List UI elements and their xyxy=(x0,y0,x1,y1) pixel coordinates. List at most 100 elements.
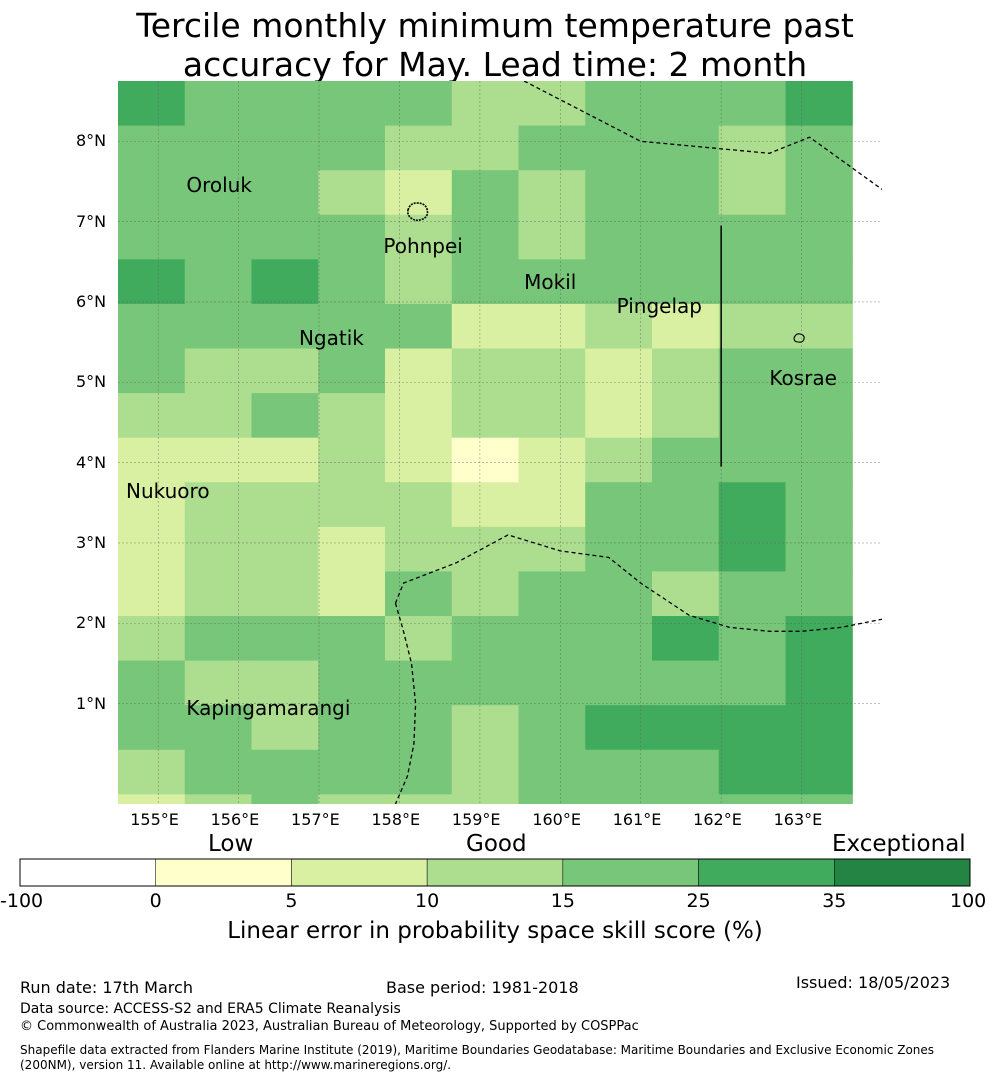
place-label: Ngatik xyxy=(298,326,364,351)
skill-cell xyxy=(451,81,520,127)
skill-cell xyxy=(318,170,386,216)
skill-cell xyxy=(318,660,386,706)
skill-cell xyxy=(585,348,653,394)
skill-cell xyxy=(718,170,787,216)
skill-cell xyxy=(585,705,653,751)
skill-cell xyxy=(518,749,586,795)
skill-cell xyxy=(451,259,520,305)
skill-cell xyxy=(318,437,386,483)
skill-cell xyxy=(385,526,453,573)
colorbar-segment xyxy=(698,858,835,887)
skill-cell xyxy=(785,705,853,751)
skill-cell xyxy=(385,259,453,305)
shapefile-credit-line-2: (200NM), version 11. Available online at… xyxy=(20,1058,452,1072)
skill-cell xyxy=(318,616,386,662)
skill-cell xyxy=(385,705,453,751)
colorbar-segment xyxy=(19,858,156,887)
skill-cell xyxy=(184,259,253,305)
skill-cell xyxy=(718,705,787,751)
skill-cell xyxy=(251,794,319,804)
skill-cell xyxy=(585,482,653,528)
skill-cell xyxy=(718,81,787,127)
eez-boundary-line xyxy=(523,81,882,190)
skill-cell xyxy=(385,393,453,439)
skill-cell xyxy=(251,393,319,439)
skill-cell xyxy=(184,170,253,216)
skill-cell xyxy=(118,125,186,171)
skill-cell xyxy=(652,259,720,305)
skill-cell xyxy=(718,125,787,171)
skill-cell xyxy=(585,571,653,617)
skill-cell xyxy=(718,437,787,483)
skill-cell xyxy=(184,81,253,127)
skill-cell xyxy=(118,348,186,394)
skill-cell xyxy=(451,348,520,394)
skill-cell xyxy=(184,348,253,394)
skill-cell xyxy=(652,482,720,528)
skill-cell xyxy=(118,705,186,751)
skill-cell xyxy=(318,794,386,804)
skill-cell xyxy=(518,616,586,662)
lat-tick-label: 5°N xyxy=(76,372,107,392)
skill-cell xyxy=(785,303,853,350)
skill-cell xyxy=(251,81,319,127)
skill-cell xyxy=(118,660,186,706)
skill-cell xyxy=(451,705,520,751)
skill-cell xyxy=(585,749,653,795)
colorbar-label: Linear error in probability space skill … xyxy=(227,918,763,944)
skill-cell xyxy=(585,660,653,706)
colorbar-tick-label: 0 xyxy=(149,890,162,912)
colorbar xyxy=(19,858,971,887)
skill-cell xyxy=(385,616,453,662)
run-date: Run date: 17th March xyxy=(20,978,193,997)
place-label: Oroluk xyxy=(186,173,252,198)
skill-cell xyxy=(785,794,853,804)
skill-cell xyxy=(652,81,720,127)
colorbar-segment xyxy=(155,858,292,887)
lon-tick-label: 159°E xyxy=(451,810,501,829)
skill-grid xyxy=(118,81,853,804)
chart-title: Tercile monthly minimum temperature past… xyxy=(0,6,990,84)
skill-cell xyxy=(518,170,586,216)
skill-cell xyxy=(585,616,653,662)
skill-cell xyxy=(518,259,586,305)
skill-cell xyxy=(118,482,186,528)
skill-cell xyxy=(118,393,186,439)
skill-cell xyxy=(251,749,319,795)
skill-cell xyxy=(118,303,186,350)
skill-cell xyxy=(785,437,853,483)
lat-tick-label: 2°N xyxy=(76,613,107,633)
skill-cell xyxy=(451,749,520,795)
skill-cell xyxy=(318,705,386,751)
skill-cell xyxy=(652,214,720,260)
lat-tick-label: 6°N xyxy=(76,291,107,311)
skill-cell xyxy=(652,660,720,706)
skill-cell xyxy=(652,348,720,394)
lon-tick-label: 161°E xyxy=(612,810,662,829)
colorbar-tick-label: 25 xyxy=(686,890,711,912)
skill-cell xyxy=(652,571,720,617)
skill-cell xyxy=(451,393,520,439)
skill-cell xyxy=(251,705,319,751)
skill-cell xyxy=(118,526,186,573)
colorbar-word-exceptional: Exceptional xyxy=(832,831,966,857)
skill-cell xyxy=(184,214,253,260)
skill-cell xyxy=(585,214,653,260)
skill-cell xyxy=(184,705,253,751)
skill-cell xyxy=(451,482,520,528)
lat-tick-label: 7°N xyxy=(76,211,107,231)
colorbar-tick-label: 35 xyxy=(822,890,847,912)
skill-cell xyxy=(184,303,253,350)
skill-cell xyxy=(718,616,787,662)
skill-cell xyxy=(251,125,319,171)
skill-cell xyxy=(585,794,653,804)
place-label: Kapingamarangi xyxy=(186,695,351,720)
lon-tick-label: 155°E xyxy=(130,810,179,829)
skill-cell xyxy=(451,214,520,260)
skill-cell xyxy=(785,170,853,216)
skill-cell xyxy=(385,660,453,706)
skill-cell xyxy=(451,794,520,804)
skill-cell xyxy=(251,170,319,216)
skill-cell xyxy=(318,259,386,305)
